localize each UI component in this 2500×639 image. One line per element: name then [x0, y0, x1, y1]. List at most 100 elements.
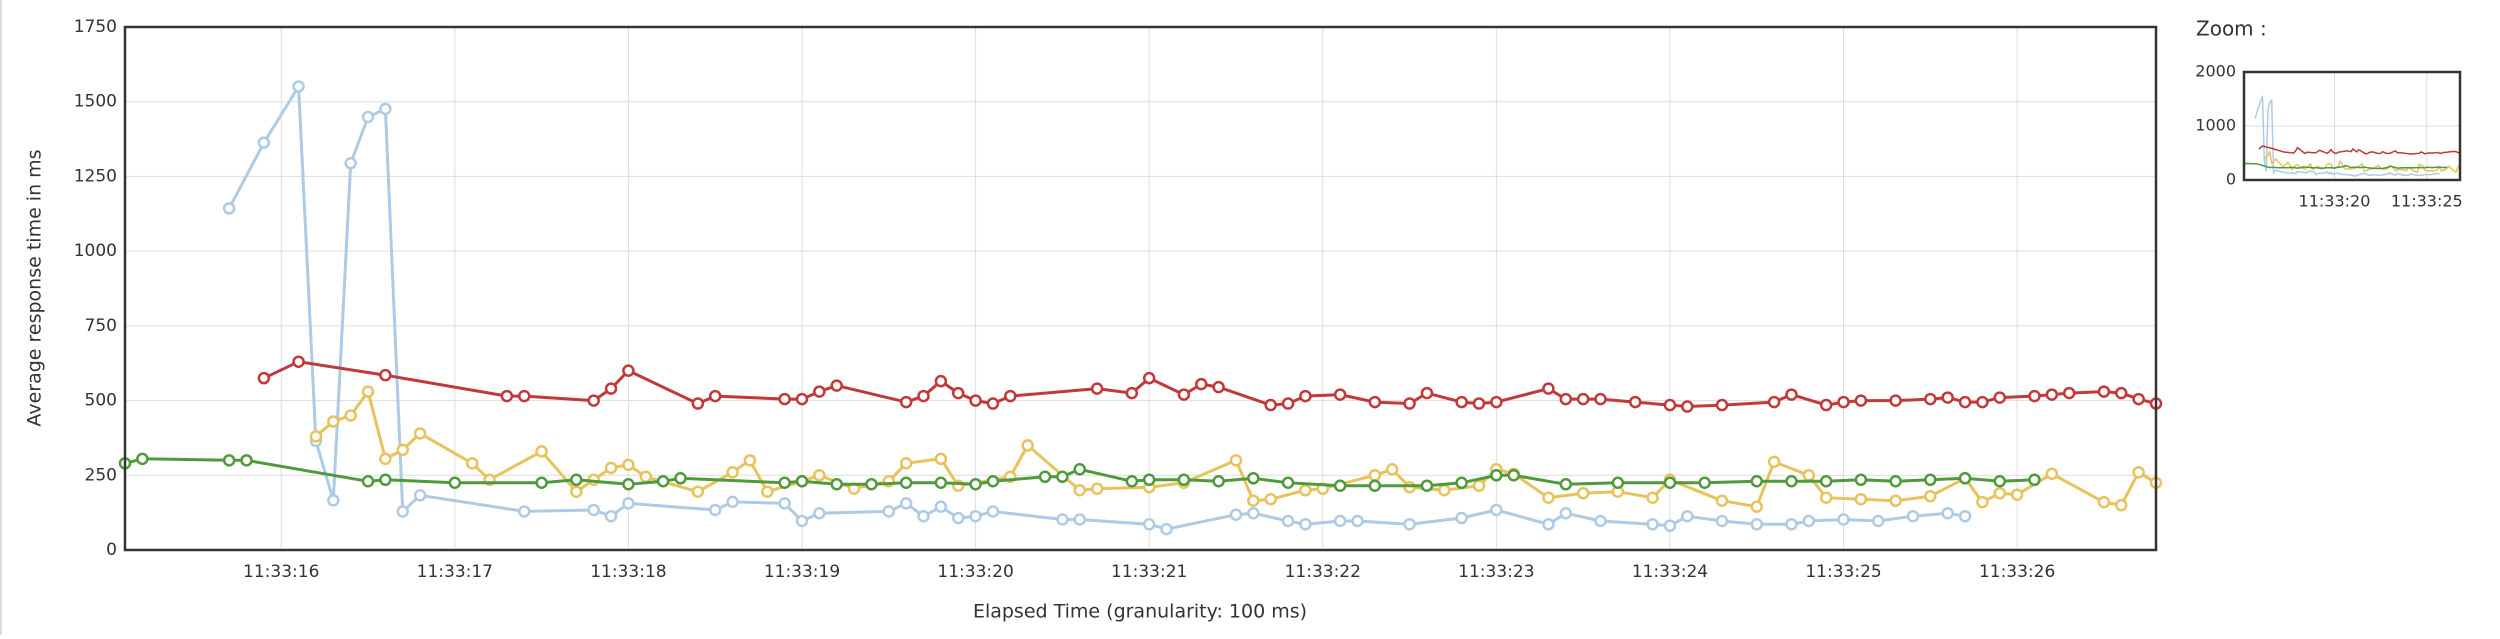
point	[1229, 508, 1243, 521]
point	[1681, 509, 1694, 523]
point	[691, 485, 705, 498]
point	[934, 476, 948, 490]
point	[1056, 470, 1069, 484]
point	[379, 368, 392, 382]
point	[899, 395, 913, 409]
point	[292, 355, 305, 368]
point	[1767, 395, 1781, 409]
y-tick-label: 1000	[74, 241, 117, 261]
point	[1854, 473, 1868, 487]
x-tick-label: 11:33:19	[764, 562, 840, 582]
point	[1837, 513, 1850, 526]
y-tick-label: 0	[106, 540, 117, 560]
point	[1785, 388, 1798, 401]
point	[1542, 518, 1555, 531]
point	[222, 202, 236, 215]
point	[1403, 480, 1416, 494]
point	[865, 478, 878, 491]
point	[1142, 371, 1156, 385]
point	[1247, 494, 1260, 507]
x-axis-title: Elapsed Time (granularity: 100 ms)	[973, 601, 1307, 623]
point	[1906, 509, 1920, 523]
y-tick-label: 500	[85, 391, 117, 411]
point	[1837, 395, 1850, 409]
point	[969, 478, 982, 491]
zoom-title: Zoom :	[2196, 17, 2267, 41]
point	[1976, 395, 1989, 409]
point	[1490, 503, 1503, 517]
point	[1715, 398, 1729, 412]
point	[1663, 519, 1677, 533]
point	[830, 478, 843, 491]
point	[1646, 518, 1659, 531]
point	[1611, 476, 1625, 490]
point	[1455, 395, 1468, 409]
point	[2028, 473, 2041, 487]
point	[327, 494, 340, 507]
point	[2062, 386, 2076, 400]
point	[761, 485, 774, 498]
point	[708, 503, 722, 517]
point	[1559, 506, 1573, 520]
point	[1594, 392, 1607, 406]
point	[1368, 395, 1382, 409]
point	[795, 475, 809, 488]
point	[743, 454, 757, 467]
point	[1455, 511, 1468, 525]
point	[951, 386, 965, 400]
point	[1941, 391, 1954, 404]
point	[656, 475, 670, 488]
point	[691, 397, 705, 410]
y-tick-label: 250	[85, 465, 117, 485]
point	[1403, 518, 1416, 531]
point	[622, 364, 635, 377]
point	[2132, 392, 2145, 406]
point	[1229, 454, 1243, 467]
point	[1628, 395, 1642, 409]
point	[361, 110, 375, 124]
point	[1455, 476, 1468, 490]
point	[795, 514, 809, 528]
point	[2045, 467, 2059, 481]
point	[1073, 483, 1086, 497]
point	[1663, 398, 1677, 412]
point	[518, 505, 531, 518]
point	[1507, 469, 1520, 482]
point	[309, 430, 323, 443]
point	[986, 397, 1000, 410]
point	[2097, 495, 2111, 509]
point	[1750, 518, 1763, 531]
point	[1542, 382, 1555, 395]
x-tick-label: 11:33:23	[1458, 562, 1534, 582]
point	[1142, 473, 1156, 487]
point	[1785, 475, 1798, 488]
point	[1976, 495, 1989, 509]
point	[1090, 382, 1104, 395]
point	[465, 457, 479, 470]
point	[934, 374, 948, 388]
point	[222, 454, 236, 467]
point	[1212, 380, 1225, 394]
y-tick-label: 2000	[2195, 62, 2236, 81]
point	[1681, 400, 1694, 413]
point	[1333, 479, 1347, 492]
point	[1819, 398, 1833, 412]
point	[899, 497, 913, 510]
point	[2115, 498, 2128, 512]
series-line	[2258, 145, 2460, 155]
point	[1559, 392, 1573, 406]
point	[986, 505, 1000, 518]
point	[448, 476, 462, 490]
point	[1663, 476, 1677, 490]
point	[778, 476, 791, 490]
point	[1212, 475, 1225, 488]
point	[1125, 386, 1139, 400]
point	[1576, 486, 1590, 500]
point	[1958, 395, 1972, 409]
point	[379, 102, 392, 116]
point	[1802, 469, 1816, 482]
point	[1889, 475, 1902, 488]
point	[1281, 476, 1295, 490]
point	[396, 505, 409, 518]
